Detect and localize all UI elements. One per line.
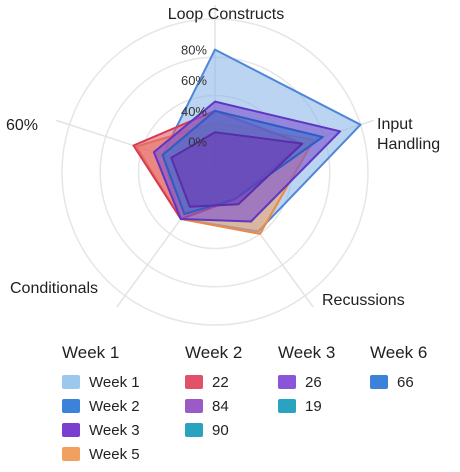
legend-item: Week 3 <box>62 418 140 442</box>
legend-label: 19 <box>305 397 322 415</box>
axis-label: Recussions <box>322 292 405 309</box>
tick-label: 0% <box>188 134 207 149</box>
tick-label: 80% <box>181 43 207 58</box>
legend-heading: Week 2 <box>185 343 243 362</box>
tick-label: 40% <box>181 104 207 119</box>
legend-swatch <box>278 399 296 413</box>
radar-chart: 0% 40% 60% 80% Loop Constructs Input Handling… <box>6 5 440 326</box>
axis-label: Loop Constructs <box>168 6 285 23</box>
legend-column-4: Week 6 66 <box>370 340 427 394</box>
legend-column-3: Week 3 26 19 <box>278 340 335 418</box>
legend-swatch <box>62 447 80 461</box>
legend-label: 22 <box>212 373 229 391</box>
legend-label: 84 <box>212 397 229 415</box>
radar-axis-labels: Loop Constructs Input Handling Recussions Co… <box>6 6 440 309</box>
legend-column-2: Week 2 22 84 90 <box>185 340 242 442</box>
legend-item: Week 5 <box>62 442 140 466</box>
legend-item: Week 2 <box>62 394 140 418</box>
chart-legend: Week 1 Week 1 Week 2 Week 3 Week 5 Week … <box>0 340 460 472</box>
radar-tick-labels: 0% 40% 60% 80% <box>181 43 207 150</box>
legend-item: 22 <box>185 370 242 394</box>
legend-swatch <box>62 423 80 437</box>
legend-swatch <box>185 423 203 437</box>
legend-heading: Week 6 <box>370 343 428 362</box>
legend-label: 66 <box>397 373 414 391</box>
legend-swatch <box>62 399 80 413</box>
legend-heading: Week 1 <box>62 343 120 362</box>
legend-label: 90 <box>212 421 229 439</box>
legend-label: Week 5 <box>89 445 140 463</box>
legend-swatch <box>185 375 203 389</box>
legend-item: 66 <box>370 370 427 394</box>
legend-item: Week 1 <box>62 370 140 394</box>
axis-label: Input Handling <box>377 116 440 153</box>
legend-label: Week 2 <box>89 397 140 415</box>
legend-item: 26 <box>278 370 335 394</box>
legend-swatch <box>185 399 203 413</box>
radar-series <box>132 48 362 235</box>
axis-label: Conditionals <box>10 280 98 297</box>
legend-label: 26 <box>305 373 322 391</box>
legend-item: 84 <box>185 394 242 418</box>
legend-item: 90 <box>185 418 242 442</box>
series-polygon <box>170 131 304 208</box>
legend-swatch <box>370 375 388 389</box>
legend-swatch <box>62 375 80 389</box>
axis-label: 60% <box>6 117 38 134</box>
legend-item: 19 <box>278 394 335 418</box>
legend-swatch <box>278 375 296 389</box>
legend-heading: Week 3 <box>278 343 336 362</box>
legend-label: Week 3 <box>89 421 140 439</box>
legend-column-1: Week 1 Week 1 Week 2 Week 3 Week 5 <box>62 340 140 466</box>
legend-label: Week 1 <box>89 373 140 391</box>
tick-label: 60% <box>181 73 207 88</box>
